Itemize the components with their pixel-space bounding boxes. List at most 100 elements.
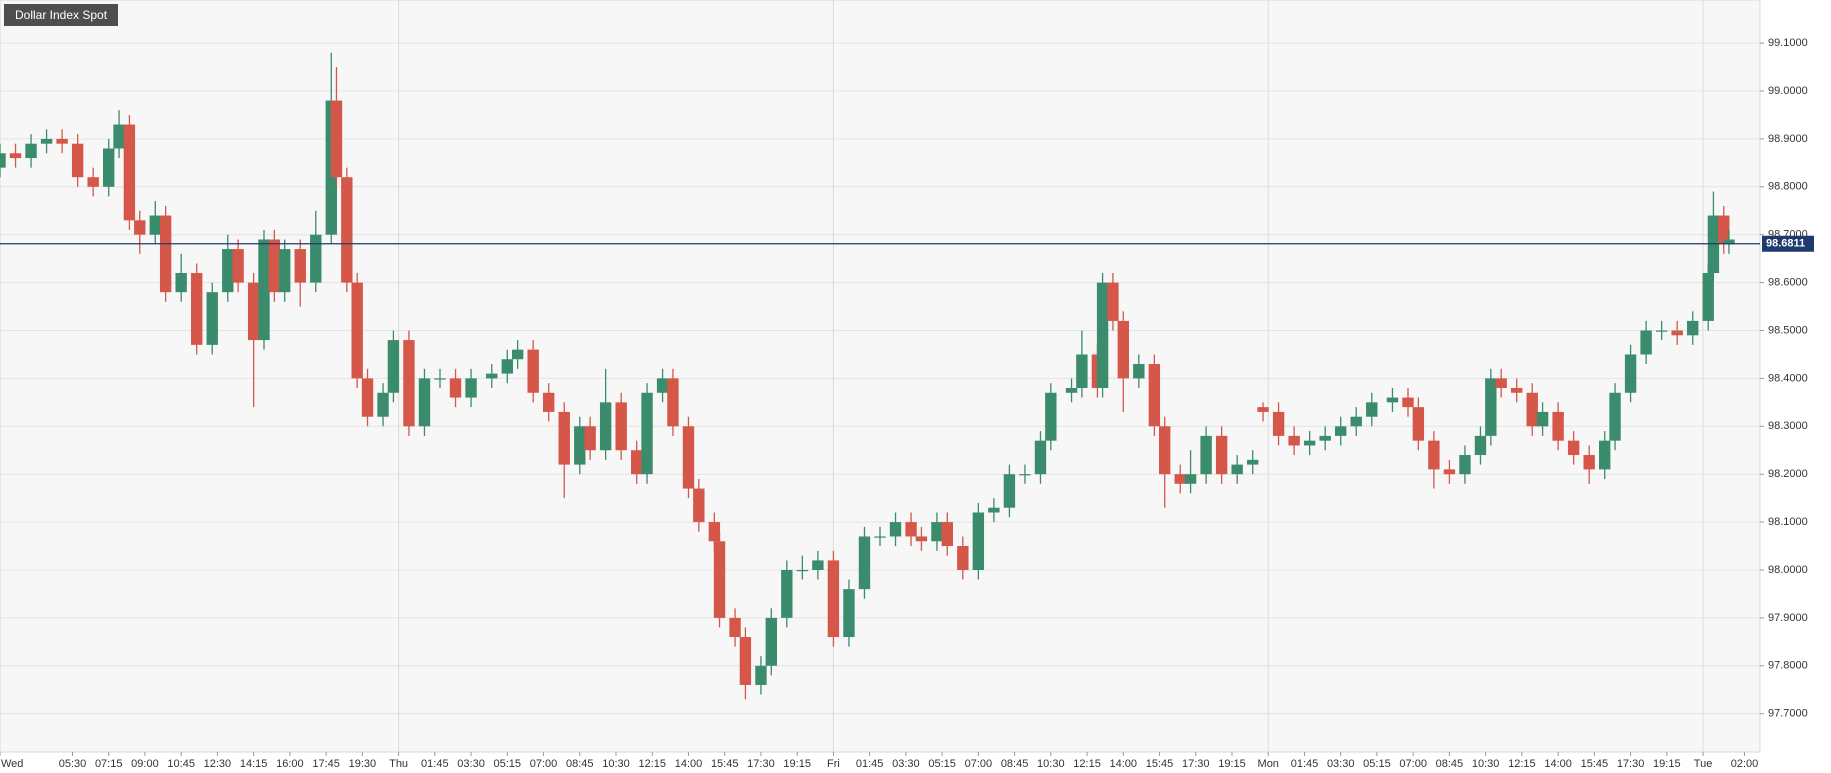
x-tick-label: 15:45 <box>1581 758 1609 770</box>
candle-body <box>584 426 596 451</box>
candle-body <box>1096 282 1109 388</box>
y-tick-label: 97.9000 <box>1768 612 1808 624</box>
x-tick-label: 19:15 <box>1218 758 1246 770</box>
candle-body <box>812 560 824 570</box>
x-tick-label: 01:45 <box>856 758 884 770</box>
x-tick-label: 08:45 <box>1436 758 1464 770</box>
candle-body <box>1495 378 1507 388</box>
x-tick-label: 05:15 <box>1363 758 1391 770</box>
candle-body <box>1288 435 1300 446</box>
candle-body <box>1402 397 1414 408</box>
candle-body <box>403 340 415 427</box>
x-tick-label: 01:45 <box>1291 758 1319 770</box>
candle-body <box>232 249 244 283</box>
candle-body <box>247 282 260 341</box>
candle-body <box>1485 378 1497 436</box>
y-tick-label: 98.1000 <box>1768 516 1808 528</box>
candle-body <box>713 541 726 618</box>
x-tick-label: 03:30 <box>892 758 920 770</box>
x-tick-label: 12:15 <box>1073 758 1101 770</box>
candle-body <box>1003 474 1016 508</box>
x-tick-label: 17:30 <box>1182 758 1210 770</box>
candle-body <box>765 617 777 666</box>
y-tick-label: 98.3000 <box>1768 420 1808 432</box>
x-tick-label: 14:00 <box>1110 758 1138 770</box>
x-tick-label: 01:45 <box>421 758 449 770</box>
candle-body <box>931 522 943 542</box>
candle-body <box>667 378 679 427</box>
x-tick-label: Fri <box>827 758 840 770</box>
y-tick-label: 98.4000 <box>1768 372 1808 384</box>
candle-body <box>843 589 855 638</box>
y-tick-label: 99.0000 <box>1768 85 1808 97</box>
candle-body <box>1034 440 1047 475</box>
x-tick-label: 10:30 <box>1472 758 1500 770</box>
candle-body <box>941 522 953 547</box>
x-tick-label: 17:30 <box>1617 758 1645 770</box>
y-tick-label: 98.5000 <box>1768 324 1808 336</box>
x-tick-label: Wed <box>1 758 23 770</box>
candle-body <box>1319 435 1331 441</box>
candle-body <box>1200 435 1212 475</box>
last-price-label: 98.6811 <box>1766 238 1805 250</box>
candle-body <box>1231 464 1243 475</box>
x-tick-label: 07:15 <box>95 758 123 770</box>
y-tick-label: 98.9000 <box>1768 133 1808 145</box>
candle-body <box>294 249 306 283</box>
x-tick-label: Thu <box>389 758 408 770</box>
candle-body <box>1687 320 1699 336</box>
candle-body <box>1215 435 1228 475</box>
candle-body <box>755 665 767 685</box>
candle-body <box>330 100 343 178</box>
candle-body <box>1386 397 1399 403</box>
candle-body <box>434 378 446 380</box>
candle-body <box>134 220 146 235</box>
candle-body <box>1133 364 1145 379</box>
candle-body <box>191 273 203 345</box>
candle-body <box>1599 440 1611 470</box>
x-tick-label: 16:00 <box>276 758 304 770</box>
candle-body <box>1702 273 1714 321</box>
candle-body <box>957 546 969 570</box>
candle-body <box>1117 320 1129 379</box>
candle-body <box>123 124 136 221</box>
candle-body <box>693 488 705 523</box>
candle-body <box>599 402 612 451</box>
x-tick-label: Mon <box>1258 758 1279 770</box>
x-tick-label: 07:00 <box>965 758 993 770</box>
candle-body <box>56 138 68 144</box>
x-tick-label: 12:15 <box>1508 758 1536 770</box>
candle-body <box>558 411 570 465</box>
candle-body <box>1567 440 1580 456</box>
y-tick-label: 97.8000 <box>1768 660 1808 672</box>
candle-body <box>1257 407 1269 412</box>
candle-body <box>729 617 741 638</box>
candle-body <box>1609 392 1621 441</box>
candle-body <box>1335 426 1347 436</box>
candle-body <box>465 378 477 398</box>
candle-body <box>1159 426 1171 475</box>
candle-body <box>113 124 125 149</box>
x-tick-label: 03:30 <box>457 758 485 770</box>
candle-body <box>1443 469 1456 475</box>
x-tick-label: 07:00 <box>530 758 558 770</box>
candle-body <box>486 373 498 379</box>
candle-body <box>708 522 721 542</box>
candle-body <box>449 378 462 398</box>
candle-body <box>858 536 871 590</box>
x-tick-label: 19:30 <box>349 758 377 770</box>
x-tick-label: 17:45 <box>312 758 340 770</box>
candle-body <box>25 143 37 159</box>
candle-body <box>1428 440 1440 470</box>
candle-body <box>1184 474 1197 484</box>
x-tick-label: 05:15 <box>494 758 522 770</box>
candle-body <box>1065 387 1078 393</box>
candle-body <box>682 426 695 489</box>
candle-body <box>103 148 115 187</box>
y-tick-label: 98.2000 <box>1768 468 1808 480</box>
x-tick-label: Tue <box>1694 758 1713 770</box>
x-tick-label: 08:45 <box>566 758 594 770</box>
candles <box>0 52 1760 700</box>
x-tick-label: 15:45 <box>1146 758 1174 770</box>
candle-body <box>972 512 985 570</box>
